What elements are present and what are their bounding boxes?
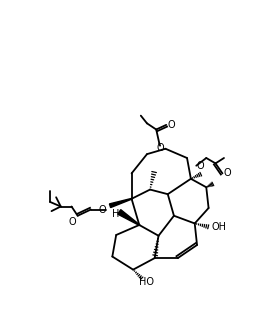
- Text: O: O: [156, 143, 164, 153]
- Text: O: O: [196, 161, 204, 171]
- Text: O: O: [69, 216, 76, 226]
- Text: H: H: [112, 209, 119, 219]
- Text: O: O: [224, 168, 232, 178]
- Text: HO: HO: [139, 277, 154, 287]
- Text: O: O: [168, 120, 175, 130]
- Text: OH: OH: [212, 222, 227, 232]
- Polygon shape: [110, 198, 132, 208]
- Text: O: O: [98, 204, 106, 214]
- Polygon shape: [118, 210, 140, 225]
